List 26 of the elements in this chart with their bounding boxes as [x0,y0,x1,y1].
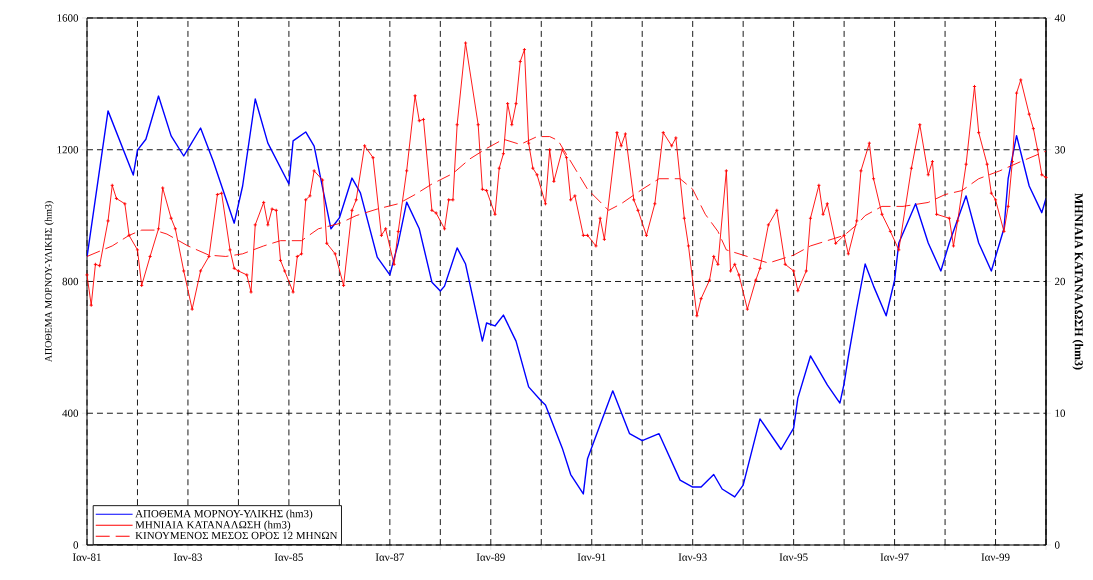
y-axis-title: ΑΠΟΘΕΜΑ ΜΟΡΝΟΥ-ΥΛΙΚΗΣ (hm3) [44,201,54,363]
y-tick-label: 1200 [57,146,79,154]
legend-label: ΚΙΝΟΥΜΕΝΟΣ ΜΕΣΟΣ ΟΡΟΣ 12 ΜΗΝΩΝ [135,531,338,540]
y-tick-label: 1600 [57,14,79,22]
y-tick-label: 0 [73,541,79,549]
x-tick-label: Ιαν-87 [375,553,404,561]
x-tick-label: Ιαν-99 [981,553,1010,561]
x-tick-label: Ιαν-81 [72,553,101,561]
y-tick-label: 800 [62,277,79,286]
line-series [87,95,1047,498]
x-tick-label: Ιαν-97 [880,553,909,561]
y2-tick-label: 30 [1055,146,1066,154]
x-tick-label: Ιαν-93 [678,553,707,561]
y2-tick-label: 10 [1055,409,1066,417]
x-tick-label: Ιαν-95 [779,553,808,561]
x-tick-label: Ιαν-83 [173,553,202,561]
y2-tick-label: 40 [1054,14,1066,22]
y2-tick-label: 20 [1054,277,1066,286]
y2-axis-title: ΜΗΝΙΑΙΑ ΚΑΤΑΝΑΛΩΣΗ (hm3) [1072,193,1084,370]
y2-tick-label: 0 [1054,541,1060,549]
y-tick-label: 400 [62,409,79,417]
legend-label: ΑΠΟΘΕΜΑ ΜΟΡΝΟΥ-ΥΛΙΚΗΣ (hm3) [135,509,313,520]
x-tick-label: Ιαν-85 [274,553,303,561]
x-tick-label: Ιαν-91 [577,553,606,561]
legend-label: ΜΗΝΙΑΙΑ ΚΑΤΑΝΑΛΩΣΗ (hm3) [135,520,291,531]
x-tick-label: Ιαν-89 [476,553,505,561]
